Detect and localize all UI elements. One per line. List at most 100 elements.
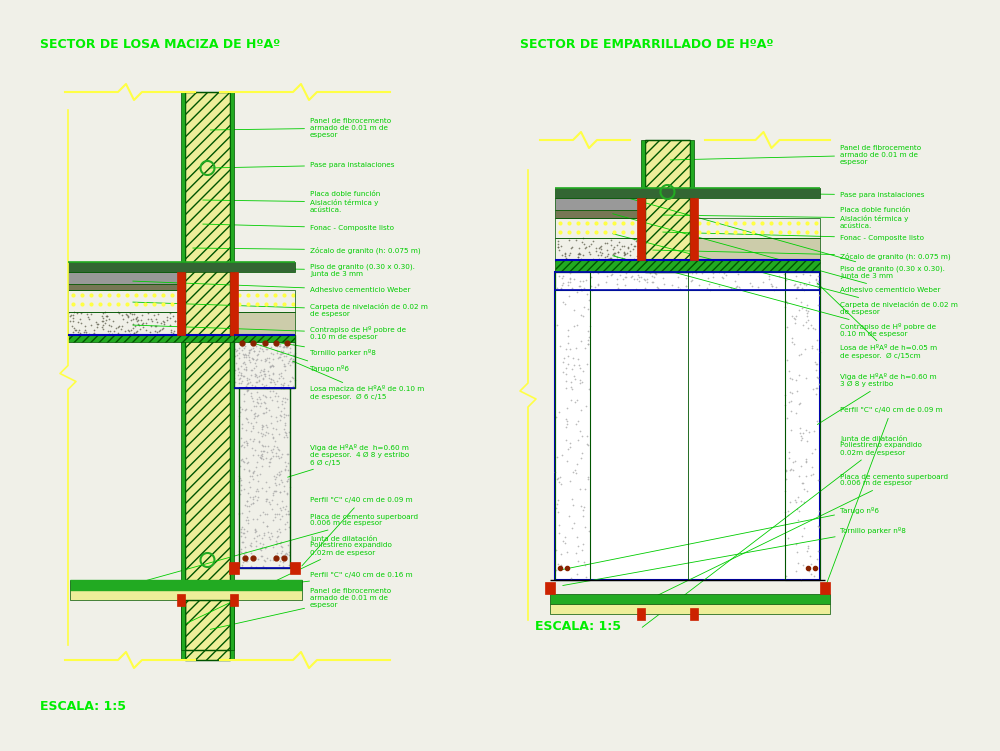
Point [285, 357, 301, 369]
Point [562, 254, 578, 266]
Point [287, 347, 303, 359]
Point [241, 354, 257, 366]
Point [247, 337, 263, 349]
Point [771, 270, 787, 282]
Point [280, 505, 296, 517]
Point [564, 241, 580, 253]
Point [280, 457, 296, 469]
Bar [555, 218, 644, 238]
Point [236, 527, 252, 539]
Point [788, 496, 804, 508]
Point [553, 282, 569, 294]
Point [784, 373, 800, 385]
Point [254, 421, 270, 433]
Point [700, 272, 716, 284]
Point [248, 331, 264, 343]
Point [241, 505, 257, 517]
Point [630, 269, 646, 281]
Point [597, 254, 613, 266]
Point [252, 509, 268, 521]
Bar [694, 238, 820, 260]
Point [807, 443, 823, 455]
Point [99, 310, 115, 322]
Point [236, 441, 252, 453]
Point [278, 427, 294, 439]
Point [592, 246, 608, 258]
Point [558, 421, 574, 433]
Point [162, 319, 178, 331]
Point [567, 464, 583, 476]
Point [550, 558, 566, 570]
Point [261, 369, 277, 381]
Text: Carpeta de nivelación de 0.02 m
de espesor: Carpeta de nivelación de 0.02 m de espes… [613, 234, 958, 315]
Point [626, 233, 642, 245]
Point [554, 272, 570, 284]
Point [570, 555, 586, 567]
Point [258, 493, 274, 505]
Point [254, 451, 270, 463]
Point [278, 547, 294, 559]
Point [785, 463, 801, 475]
Point [647, 267, 663, 279]
Point [798, 315, 814, 327]
Point [809, 342, 825, 354]
Text: Zócalo de granito (h: 0.075 m): Zócalo de granito (h: 0.075 m) [653, 250, 951, 260]
Point [256, 336, 272, 348]
Point [233, 543, 249, 555]
Point [254, 378, 270, 390]
Point [562, 436, 578, 448]
Point [795, 427, 811, 439]
Point [235, 455, 251, 467]
Point [262, 532, 278, 544]
Point [555, 277, 571, 289]
Point [557, 246, 573, 258]
Point [259, 520, 275, 532]
Point [794, 478, 810, 490]
Point [617, 248, 633, 260]
Point [255, 538, 271, 550]
Point [783, 406, 799, 418]
Point [265, 431, 281, 443]
Point [251, 391, 267, 403]
Point [609, 239, 625, 251]
Point [282, 360, 298, 372]
Point [226, 372, 242, 384]
Point [273, 550, 289, 562]
Point [599, 244, 615, 256]
Point [282, 352, 298, 364]
Text: Adhesivo cementicio Weber: Adhesivo cementicio Weber [133, 281, 411, 293]
Point [243, 387, 259, 399]
Bar [181, 92, 185, 660]
Point [262, 329, 278, 341]
Point [244, 330, 260, 342]
Point [576, 502, 592, 514]
Point [246, 345, 262, 357]
Point [566, 370, 582, 382]
Point [614, 240, 630, 252]
Point [126, 327, 142, 339]
Point [560, 330, 576, 342]
Point [705, 267, 721, 279]
Point [238, 348, 254, 360]
Point [566, 359, 582, 371]
Point [262, 376, 278, 388]
Point [549, 282, 565, 294]
Point [670, 271, 686, 283]
Point [249, 371, 265, 383]
Point [253, 339, 269, 351]
Point [578, 400, 594, 412]
Point [579, 430, 595, 442]
Point [237, 404, 253, 416]
Point [732, 282, 748, 294]
Point [236, 356, 252, 368]
Point [279, 517, 295, 529]
Point [570, 540, 586, 552]
Point [244, 338, 260, 350]
Point [72, 327, 88, 339]
Point [264, 330, 280, 342]
Point [276, 480, 292, 492]
Point [152, 324, 168, 336]
Text: Tarugo nº6: Tarugo nº6 [563, 506, 879, 569]
Point [286, 330, 302, 342]
Point [247, 526, 263, 538]
